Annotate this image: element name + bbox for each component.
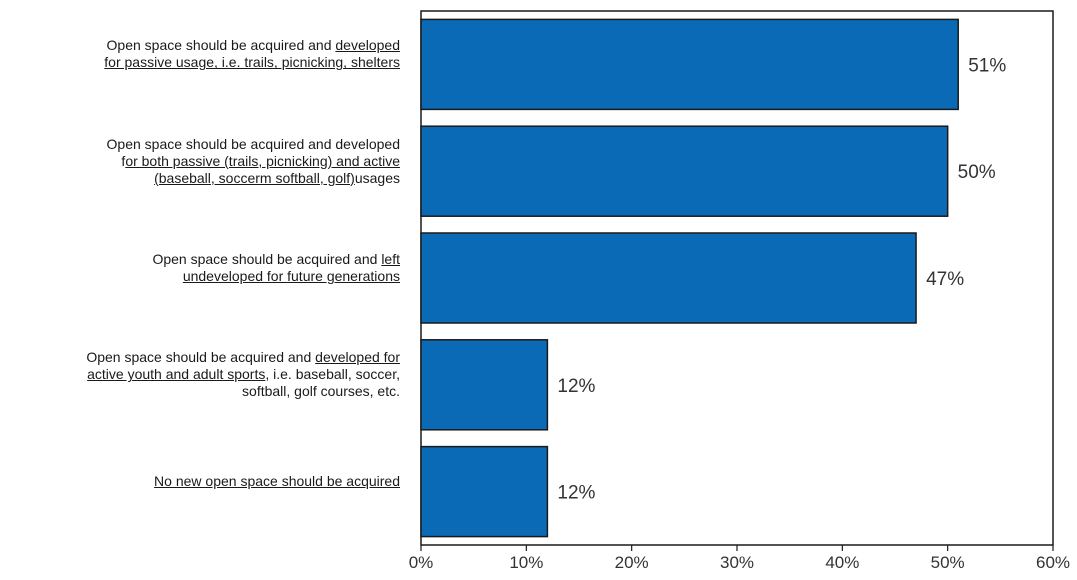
category-label-line: No new open space should be acquired (0, 473, 400, 490)
category-label: Open space should be acquired and develo… (0, 136, 400, 187)
x-tick-label: 30% (720, 553, 754, 572)
x-tick-label: 0% (409, 553, 434, 572)
category-label-underlined-text: or both passive (trails, picnicking) and… (125, 152, 400, 169)
category-label-line: (baseball, soccerm softball, golf)usages (0, 170, 400, 187)
category-label: No new open space should be acquired (0, 473, 400, 490)
category-label: Open space should be acquired and develo… (0, 37, 400, 71)
category-label-line: Open space should be acquired and develo… (0, 136, 400, 153)
bar-value-label: 47% (926, 269, 964, 290)
x-tick-label: 50% (931, 553, 965, 572)
category-label-text: Open space should be acquired and develo… (106, 135, 400, 152)
category-label: Open space should be acquired and develo… (0, 349, 400, 400)
category-label-text: Open space should be acquired and (106, 37, 336, 54)
category-label-text: , i.e. baseball, soccer, (265, 366, 400, 383)
category-label-text: Open space should be acquired and (152, 251, 382, 267)
bar (420, 339, 549, 431)
bar (420, 232, 917, 324)
bar-value-label: 50% (958, 162, 996, 183)
bar (420, 445, 549, 538)
category-label-underlined-text: for passive usage, i.e. trails, picnicki… (104, 54, 400, 71)
category-label-underlined-text: No new open space should be acquired (154, 473, 400, 490)
category-label: Open space should be acquired and left u… (0, 251, 400, 285)
x-tick-label: 60% (1036, 553, 1070, 572)
category-label-line: for passive usage, i.e. trails, picnicki… (0, 54, 400, 71)
category-label-line: Open space should be acquired and develo… (0, 349, 400, 366)
category-label-underlined-text: left (381, 251, 400, 267)
category-label-text: usages (354, 169, 400, 186)
category-label-line: Open space should be acquired and left (0, 251, 400, 268)
bar (420, 18, 959, 111)
category-label-underlined-text: developed for (315, 349, 400, 366)
category-label-line: for both passive (trails, picnicking) an… (0, 153, 400, 170)
bar (420, 125, 949, 217)
category-label-text: f (121, 152, 126, 169)
category-label-underlined-text: developed (335, 37, 400, 54)
category-label-underlined-text: active youth and adult sports (87, 366, 266, 383)
category-label-underlined-text: undeveloped for future generations (182, 268, 400, 284)
category-label-line: undeveloped for future generations (0, 268, 400, 285)
x-tick-label: 40% (825, 553, 859, 572)
category-label-line: active youth and adult sports, i.e. base… (0, 366, 400, 383)
x-tick-label: 20% (615, 553, 649, 572)
category-label-line: softball, golf courses, etc. (0, 383, 400, 400)
bar-value-label: 12% (557, 376, 595, 397)
bar-value-label: 12% (557, 483, 595, 504)
category-label-text: Open space should be acquired and (86, 349, 316, 366)
bar-value-label: 51% (968, 55, 1006, 76)
x-tick-label: 10% (509, 553, 543, 572)
category-label-text: softball, golf courses, etc. (242, 383, 400, 400)
category-label-underlined-text: (baseball, soccerm softball, golf) (154, 169, 355, 186)
category-label-line: Open space should be acquired and develo… (0, 37, 400, 54)
